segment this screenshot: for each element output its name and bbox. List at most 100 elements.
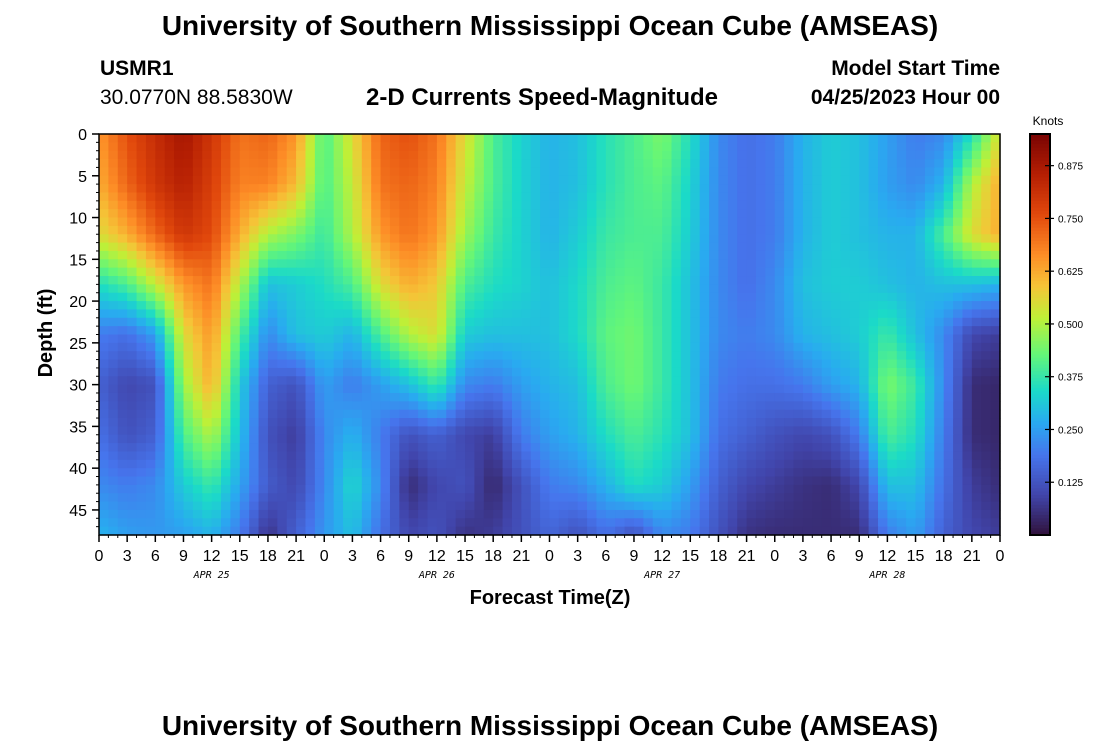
- heatmap-cell: [774, 518, 785, 528]
- heatmap-cell: [558, 284, 569, 294]
- heatmap-cell: [934, 367, 945, 377]
- heatmap-cell: [774, 459, 785, 469]
- heatmap-cell: [389, 434, 400, 444]
- heatmap-cell: [511, 276, 522, 285]
- heatmap-cell: [155, 142, 166, 152]
- heatmap-cell: [727, 317, 738, 327]
- heatmap-cell: [296, 451, 307, 461]
- heatmap-cell: [662, 134, 673, 143]
- heatmap-cell: [727, 142, 738, 152]
- heatmap-cell: [258, 401, 269, 411]
- heatmap-cell: [127, 317, 138, 327]
- heatmap-cell: [108, 142, 119, 152]
- heatmap-cell: [418, 301, 429, 311]
- heatmap-cell: [868, 426, 879, 436]
- heatmap-cell: [277, 234, 288, 244]
- heatmap-cell: [727, 409, 738, 419]
- heatmap-cell: [784, 476, 795, 486]
- heatmap-cell: [183, 359, 194, 369]
- heatmap-cell: [221, 443, 231, 453]
- heatmap-cell: [474, 267, 485, 277]
- heatmap-cell: [483, 376, 494, 386]
- heatmap-cell: [361, 259, 372, 269]
- heatmap-cell: [596, 484, 607, 494]
- heatmap-cell: [380, 468, 391, 478]
- heatmap-cell: [183, 225, 194, 235]
- heatmap-cell: [624, 426, 635, 436]
- heatmap-cell: [324, 367, 335, 377]
- heatmap-cell: [127, 518, 138, 528]
- heatmap-cell: [136, 250, 147, 260]
- heatmap-cell: [981, 493, 992, 503]
- heatmap-cell: [249, 301, 260, 311]
- heatmap-cell: [427, 426, 438, 436]
- heatmap-cell: [943, 242, 954, 252]
- heatmap-cell: [831, 501, 842, 511]
- heatmap-cell: [812, 367, 823, 377]
- heatmap-cell: [333, 509, 344, 519]
- heatmap-cell: [371, 418, 382, 427]
- heatmap-cell: [924, 150, 935, 160]
- heatmap-cell: [549, 184, 560, 194]
- heatmap-cell: [427, 443, 438, 453]
- heatmap-cell: [221, 234, 231, 244]
- heatmap-cell: [183, 443, 194, 453]
- heatmap-cell: [981, 225, 992, 235]
- heatmap-cell: [896, 476, 907, 486]
- heatmap-cell: [558, 509, 569, 519]
- heatmap-cell: [962, 175, 973, 185]
- heatmap-cell: [859, 167, 870, 177]
- heatmap-cell: [633, 309, 644, 319]
- heatmap-cell: [802, 150, 813, 160]
- x-tick-label: 0: [770, 548, 779, 565]
- heatmap-cell: [577, 326, 588, 336]
- heatmap-cell: [343, 150, 354, 160]
- heatmap-cell: [99, 200, 109, 210]
- heatmap-cell: [324, 184, 335, 194]
- heatmap-cell: [737, 359, 748, 369]
- heatmap-cell: [446, 142, 457, 152]
- heatmap-cell: [784, 392, 795, 402]
- heatmap-cell: [399, 392, 410, 402]
- heatmap-cell: [953, 493, 964, 503]
- heatmap-cell: [774, 301, 785, 311]
- heatmap-cell: [746, 184, 757, 194]
- heatmap-cell: [774, 434, 785, 444]
- heatmap-cell: [427, 142, 438, 152]
- heatmap-cell: [906, 434, 917, 444]
- heatmap-cell: [249, 443, 260, 453]
- heatmap-cell: [896, 401, 907, 411]
- heatmap-cell: [145, 518, 156, 528]
- heatmap-cell: [896, 376, 907, 386]
- heatmap-cell: [221, 292, 231, 302]
- heatmap-cell: [943, 192, 954, 202]
- heatmap-cell: [765, 443, 776, 453]
- heatmap-cell: [108, 409, 119, 419]
- heatmap-cell: [587, 234, 598, 244]
- heatmap-cell: [521, 317, 532, 327]
- heatmap-cell: [221, 476, 231, 486]
- heatmap-cell: [558, 134, 569, 143]
- heatmap-cell: [221, 409, 231, 419]
- heatmap-cell: [211, 451, 222, 461]
- heatmap-cell: [343, 443, 354, 453]
- heatmap-cell: [540, 159, 551, 169]
- heatmap-cell: [99, 434, 109, 444]
- heatmap-cell: [887, 384, 898, 394]
- heatmap-cell: [239, 301, 250, 311]
- heatmap-cell: [605, 484, 616, 494]
- heatmap-cell: [117, 384, 128, 394]
- heatmap-cell: [211, 301, 222, 311]
- heatmap-cell: [155, 518, 166, 528]
- heatmap-cell: [615, 267, 626, 277]
- heatmap-cell: [812, 359, 823, 369]
- heatmap-cell: [784, 184, 795, 194]
- heatmap-cell: [718, 250, 729, 260]
- heatmap-cell: [474, 509, 485, 519]
- heatmap-cell: [821, 342, 832, 352]
- heatmap-cell: [324, 334, 335, 344]
- heatmap-cell: [324, 134, 335, 143]
- heatmap-cell: [934, 509, 945, 519]
- colorbar-swatch: [1030, 421, 1050, 426]
- heatmap-cell: [258, 175, 269, 185]
